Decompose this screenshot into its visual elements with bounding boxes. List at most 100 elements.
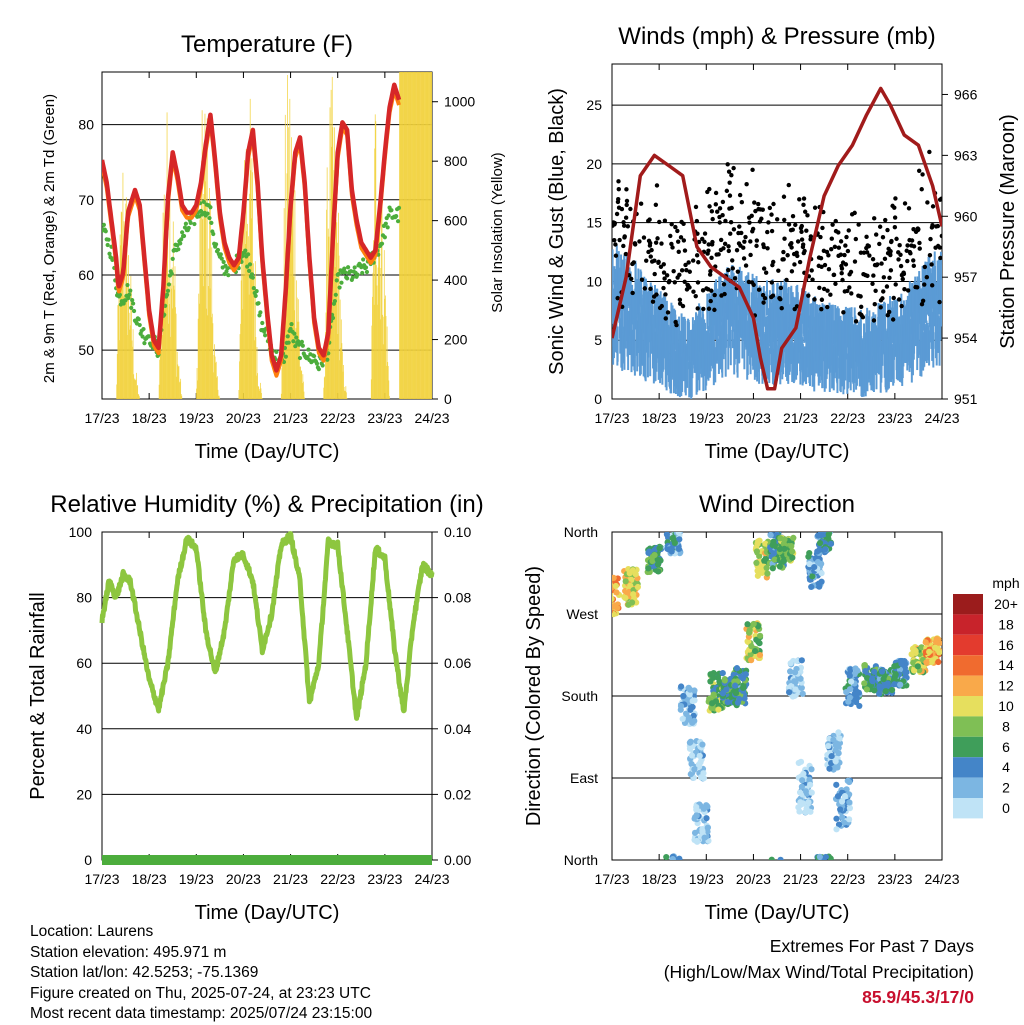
gust-point <box>830 222 835 227</box>
dewpoint-point <box>263 333 268 338</box>
gust-point <box>845 248 851 254</box>
dewpoint-point <box>289 322 294 327</box>
direction-point <box>926 648 933 655</box>
gust-point <box>695 306 700 311</box>
direction-point <box>808 789 815 796</box>
direction-point <box>761 557 768 564</box>
gust-point <box>741 245 746 250</box>
humidity-precip-panel: Relative Humidity (%) & Precipitation (i… <box>27 491 484 924</box>
direction-point <box>603 589 609 595</box>
gust-point <box>739 230 744 236</box>
dewpoint-point <box>421 0 425 2</box>
gust-point <box>623 251 629 257</box>
gust-point <box>695 231 700 236</box>
dewpoint-point <box>411 0 415 2</box>
gust-point <box>867 253 872 258</box>
dewpoint-point <box>312 353 317 359</box>
y-tick-label: 50 <box>78 342 94 358</box>
x-tick-label: 22/23 <box>830 871 865 887</box>
dewpoint-point <box>414 0 418 2</box>
temperature-panel: Temperature (F) Time (Day/UTC) 17/23 18/23 1… <box>41 0 506 463</box>
gust-point <box>753 208 758 214</box>
direction-point <box>603 595 609 601</box>
gust-point <box>793 222 798 228</box>
direction-point <box>814 532 822 539</box>
gust-point <box>892 205 897 210</box>
direction-point <box>797 801 804 808</box>
gust-point <box>769 212 774 217</box>
gust-point <box>744 182 749 187</box>
direction-point <box>848 678 855 685</box>
gust-point <box>670 245 675 250</box>
gust-point <box>728 219 734 225</box>
gust-point <box>624 187 629 192</box>
dewpoint-point <box>429 0 433 2</box>
direction-point <box>756 651 764 659</box>
gust-point <box>826 266 832 272</box>
gust-point <box>937 299 942 305</box>
y-tick-label: 15 <box>586 215 602 231</box>
extremes-subtitle: (High/Low/Max Wind/Total Precipitation) <box>663 961 974 982</box>
direction-point <box>676 536 683 543</box>
legend-label: 12 <box>998 678 1014 694</box>
gust-point <box>911 258 916 263</box>
dewpoint-point <box>141 326 146 332</box>
gust-point <box>696 260 701 265</box>
gust-point <box>884 284 890 289</box>
dewpoint-point <box>181 233 187 239</box>
panel-title: Winds (mph) & Pressure (mb) <box>618 23 935 50</box>
dewpoint-point <box>213 242 219 247</box>
gust-point <box>873 288 878 294</box>
direction-point <box>627 582 634 589</box>
legend-label: 16 <box>998 637 1014 653</box>
gust-point <box>838 239 844 244</box>
gust-point <box>789 269 795 274</box>
y-right-tick-label: 960 <box>954 208 978 224</box>
gust-point <box>799 223 804 229</box>
dewpoint-point <box>125 282 130 288</box>
gust-point <box>784 277 789 283</box>
dewpoint-point <box>192 221 197 227</box>
direction-point <box>809 573 816 580</box>
gust-point <box>754 243 759 249</box>
gust-point <box>825 304 830 310</box>
direction-point <box>771 556 778 563</box>
gust-point <box>769 280 775 285</box>
direction-point <box>863 686 870 693</box>
gust-point <box>686 260 691 265</box>
gust-point <box>911 263 917 269</box>
legend-swatch <box>953 634 983 656</box>
direction-point <box>686 739 694 746</box>
direction-point <box>679 715 686 723</box>
dewpoint-point <box>401 0 405 2</box>
x-tick-label: 17/23 <box>594 871 629 887</box>
dewpoint-point <box>427 0 431 2</box>
gust-point <box>722 291 727 297</box>
direction-point <box>785 689 793 696</box>
gust-point <box>761 300 766 305</box>
gust-point <box>742 239 747 244</box>
x-tick-label: 19/23 <box>179 871 214 887</box>
gust-point <box>897 242 902 248</box>
gust-point <box>938 255 942 261</box>
gust-point <box>915 285 920 290</box>
direction-point <box>844 777 851 784</box>
dewpoint-point <box>325 357 330 362</box>
direction-point <box>807 808 814 815</box>
direction-point <box>680 692 687 700</box>
dewpoint-point <box>211 231 216 237</box>
gust-point <box>709 255 714 261</box>
dewpoint-point <box>274 349 279 355</box>
direction-point <box>689 697 696 705</box>
gust-point <box>916 226 921 232</box>
dewpoint-point <box>425 0 429 2</box>
gust-point <box>732 276 738 281</box>
direction-point <box>677 702 685 710</box>
direction-point <box>825 532 832 538</box>
gust-point <box>820 225 825 231</box>
direction-point <box>691 766 698 773</box>
gust-point <box>799 237 805 242</box>
gust-point <box>881 275 887 280</box>
gust-point <box>902 201 908 206</box>
dewpoint-point <box>176 247 181 252</box>
